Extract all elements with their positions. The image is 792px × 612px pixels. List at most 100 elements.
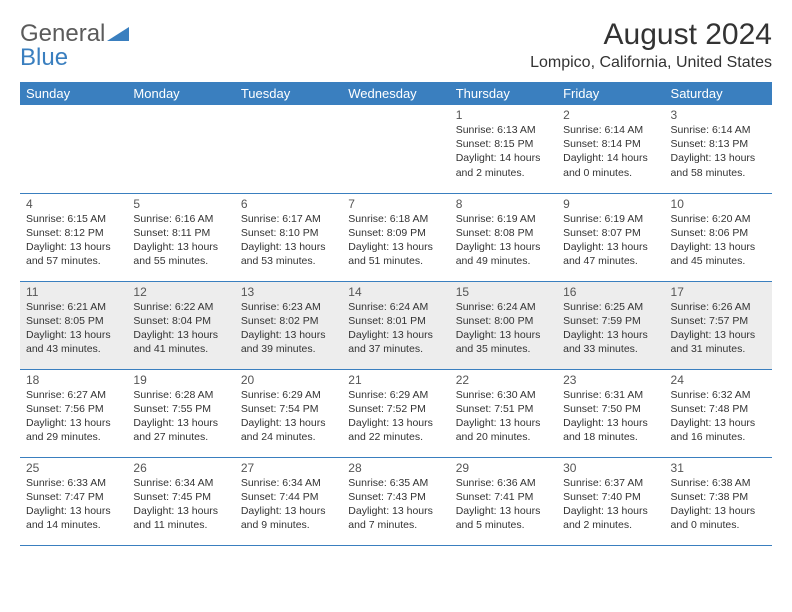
day-info: Sunrise: 6:24 AMSunset: 8:01 PMDaylight:… [348, 300, 443, 357]
sunset-text: Sunset: 7:56 PM [26, 402, 121, 416]
sunset-text: Sunset: 7:45 PM [133, 490, 228, 504]
day-info: Sunrise: 6:24 AMSunset: 8:00 PMDaylight:… [456, 300, 551, 357]
daylight-text: Daylight: 13 hours and 51 minutes. [348, 240, 443, 268]
day-info: Sunrise: 6:23 AMSunset: 8:02 PMDaylight:… [241, 300, 336, 357]
daylight-text: Daylight: 14 hours and 2 minutes. [456, 151, 551, 179]
daylight-text: Daylight: 13 hours and 57 minutes. [26, 240, 121, 268]
day-number: 2 [563, 108, 658, 122]
day-number: 19 [133, 373, 228, 387]
daylight-text: Daylight: 13 hours and 45 minutes. [671, 240, 766, 268]
day-number: 10 [671, 197, 766, 211]
sunrise-text: Sunrise: 6:15 AM [26, 212, 121, 226]
daylight-text: Daylight: 13 hours and 9 minutes. [241, 504, 336, 532]
daylight-text: Daylight: 13 hours and 33 minutes. [563, 328, 658, 356]
sunset-text: Sunset: 7:47 PM [26, 490, 121, 504]
sunrise-text: Sunrise: 6:14 AM [563, 123, 658, 137]
logo-text: General Blue [20, 22, 129, 70]
calendar-cell: 4Sunrise: 6:15 AMSunset: 8:12 PMDaylight… [20, 193, 127, 281]
day-number: 14 [348, 285, 443, 299]
daylight-text: Daylight: 13 hours and 37 minutes. [348, 328, 443, 356]
calendar-cell: 16Sunrise: 6:25 AMSunset: 7:59 PMDayligh… [557, 281, 664, 369]
day-number: 31 [671, 461, 766, 475]
sunrise-text: Sunrise: 6:26 AM [671, 300, 766, 314]
day-info: Sunrise: 6:27 AMSunset: 7:56 PMDaylight:… [26, 388, 121, 445]
daylight-text: Daylight: 13 hours and 24 minutes. [241, 416, 336, 444]
calendar-cell [127, 105, 234, 193]
sunrise-text: Sunrise: 6:27 AM [26, 388, 121, 402]
sunrise-text: Sunrise: 6:36 AM [456, 476, 551, 490]
calendar-head: SundayMondayTuesdayWednesdayThursdayFrid… [20, 82, 772, 105]
sunset-text: Sunset: 7:51 PM [456, 402, 551, 416]
daylight-text: Daylight: 13 hours and 18 minutes. [563, 416, 658, 444]
logo-triangle-icon [107, 22, 129, 46]
day-number: 12 [133, 285, 228, 299]
daylight-text: Daylight: 14 hours and 0 minutes. [563, 151, 658, 179]
sunrise-text: Sunrise: 6:14 AM [671, 123, 766, 137]
sunset-text: Sunset: 8:11 PM [133, 226, 228, 240]
calendar-row: 18Sunrise: 6:27 AMSunset: 7:56 PMDayligh… [20, 369, 772, 457]
calendar-cell: 25Sunrise: 6:33 AMSunset: 7:47 PMDayligh… [20, 457, 127, 545]
calendar-cell: 29Sunrise: 6:36 AMSunset: 7:41 PMDayligh… [450, 457, 557, 545]
sunset-text: Sunset: 8:15 PM [456, 137, 551, 151]
day-info: Sunrise: 6:37 AMSunset: 7:40 PMDaylight:… [563, 476, 658, 533]
day-number: 29 [456, 461, 551, 475]
day-info: Sunrise: 6:34 AMSunset: 7:44 PMDaylight:… [241, 476, 336, 533]
day-number: 21 [348, 373, 443, 387]
day-number: 18 [26, 373, 121, 387]
weekday-header: Saturday [665, 82, 772, 105]
sunrise-text: Sunrise: 6:30 AM [456, 388, 551, 402]
day-info: Sunrise: 6:36 AMSunset: 7:41 PMDaylight:… [456, 476, 551, 533]
sunrise-text: Sunrise: 6:16 AM [133, 212, 228, 226]
location: Lompico, California, United States [530, 54, 772, 72]
weekday-header: Tuesday [235, 82, 342, 105]
sunrise-text: Sunrise: 6:21 AM [26, 300, 121, 314]
day-info: Sunrise: 6:14 AMSunset: 8:14 PMDaylight:… [563, 123, 658, 180]
day-info: Sunrise: 6:19 AMSunset: 8:08 PMDaylight:… [456, 212, 551, 269]
calendar-cell: 19Sunrise: 6:28 AMSunset: 7:55 PMDayligh… [127, 369, 234, 457]
daylight-text: Daylight: 13 hours and 35 minutes. [456, 328, 551, 356]
sunset-text: Sunset: 8:14 PM [563, 137, 658, 151]
sunset-text: Sunset: 7:48 PM [671, 402, 766, 416]
sunrise-text: Sunrise: 6:34 AM [241, 476, 336, 490]
calendar-row: 4Sunrise: 6:15 AMSunset: 8:12 PMDaylight… [20, 193, 772, 281]
daylight-text: Daylight: 13 hours and 27 minutes. [133, 416, 228, 444]
calendar-cell: 12Sunrise: 6:22 AMSunset: 8:04 PMDayligh… [127, 281, 234, 369]
daylight-text: Daylight: 13 hours and 7 minutes. [348, 504, 443, 532]
sunrise-text: Sunrise: 6:33 AM [26, 476, 121, 490]
daylight-text: Daylight: 13 hours and 11 minutes. [133, 504, 228, 532]
daylight-text: Daylight: 13 hours and 29 minutes. [26, 416, 121, 444]
sunset-text: Sunset: 8:06 PM [671, 226, 766, 240]
day-number: 4 [26, 197, 121, 211]
day-number: 7 [348, 197, 443, 211]
calendar-cell: 5Sunrise: 6:16 AMSunset: 8:11 PMDaylight… [127, 193, 234, 281]
day-info: Sunrise: 6:20 AMSunset: 8:06 PMDaylight:… [671, 212, 766, 269]
day-info: Sunrise: 6:28 AMSunset: 7:55 PMDaylight:… [133, 388, 228, 445]
day-number: 13 [241, 285, 336, 299]
daylight-text: Daylight: 13 hours and 0 minutes. [671, 504, 766, 532]
day-info: Sunrise: 6:25 AMSunset: 7:59 PMDaylight:… [563, 300, 658, 357]
day-number: 25 [26, 461, 121, 475]
day-number: 30 [563, 461, 658, 475]
sunrise-text: Sunrise: 6:24 AM [456, 300, 551, 314]
calendar-cell: 27Sunrise: 6:34 AMSunset: 7:44 PMDayligh… [235, 457, 342, 545]
day-info: Sunrise: 6:18 AMSunset: 8:09 PMDaylight:… [348, 212, 443, 269]
calendar-row: 25Sunrise: 6:33 AMSunset: 7:47 PMDayligh… [20, 457, 772, 545]
calendar-cell: 14Sunrise: 6:24 AMSunset: 8:01 PMDayligh… [342, 281, 449, 369]
day-number: 15 [456, 285, 551, 299]
daylight-text: Daylight: 13 hours and 58 minutes. [671, 151, 766, 179]
day-info: Sunrise: 6:30 AMSunset: 7:51 PMDaylight:… [456, 388, 551, 445]
calendar-cell: 1Sunrise: 6:13 AMSunset: 8:15 PMDaylight… [450, 105, 557, 193]
title-block: August 2024 Lompico, California, United … [530, 18, 772, 72]
day-info: Sunrise: 6:35 AMSunset: 7:43 PMDaylight:… [348, 476, 443, 533]
daylight-text: Daylight: 13 hours and 14 minutes. [26, 504, 121, 532]
weekday-header: Wednesday [342, 82, 449, 105]
sunset-text: Sunset: 8:09 PM [348, 226, 443, 240]
day-info: Sunrise: 6:26 AMSunset: 7:57 PMDaylight:… [671, 300, 766, 357]
sunset-text: Sunset: 8:08 PM [456, 226, 551, 240]
day-number: 8 [456, 197, 551, 211]
day-number: 24 [671, 373, 766, 387]
sunrise-text: Sunrise: 6:37 AM [563, 476, 658, 490]
header: General Blue August 2024 Lompico, Califo… [20, 18, 772, 72]
day-info: Sunrise: 6:38 AMSunset: 7:38 PMDaylight:… [671, 476, 766, 533]
day-info: Sunrise: 6:14 AMSunset: 8:13 PMDaylight:… [671, 123, 766, 180]
